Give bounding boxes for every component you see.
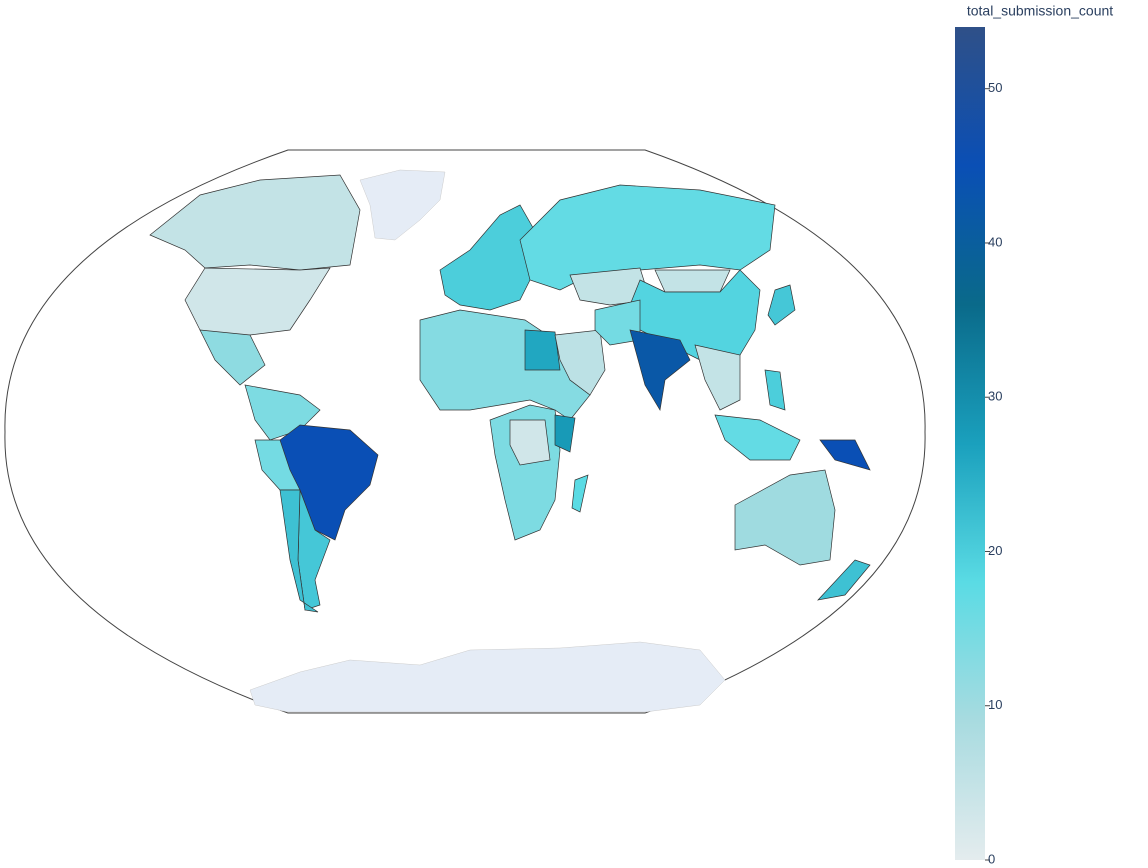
country xyxy=(767,284,796,326)
country xyxy=(654,269,731,293)
country xyxy=(694,344,741,411)
country xyxy=(279,489,319,613)
map-frame xyxy=(4,149,926,714)
colorbar-tick-label: 30 xyxy=(988,389,1002,404)
country xyxy=(509,419,551,466)
country xyxy=(184,267,331,341)
antarctica xyxy=(249,641,726,713)
greenland xyxy=(359,169,446,241)
colorbar xyxy=(955,27,985,860)
country xyxy=(524,329,561,371)
colorbar-tick-label: 50 xyxy=(988,80,1002,95)
colorbar-title: total_submission_count xyxy=(967,3,1113,19)
country xyxy=(571,474,589,513)
country xyxy=(554,414,576,453)
colorbar-tick-label: 20 xyxy=(988,543,1002,558)
country xyxy=(764,369,786,411)
country xyxy=(199,329,266,386)
country xyxy=(594,299,641,346)
country xyxy=(734,469,836,566)
country xyxy=(819,439,871,471)
colorbar-tick-label: 10 xyxy=(988,697,1002,712)
colorbar-tick-label: 0 xyxy=(988,851,995,866)
country xyxy=(149,174,361,271)
country xyxy=(714,414,801,461)
countries xyxy=(149,174,871,613)
country xyxy=(629,329,691,411)
colorbar-tick-label: 40 xyxy=(988,234,1002,249)
country xyxy=(817,559,871,601)
